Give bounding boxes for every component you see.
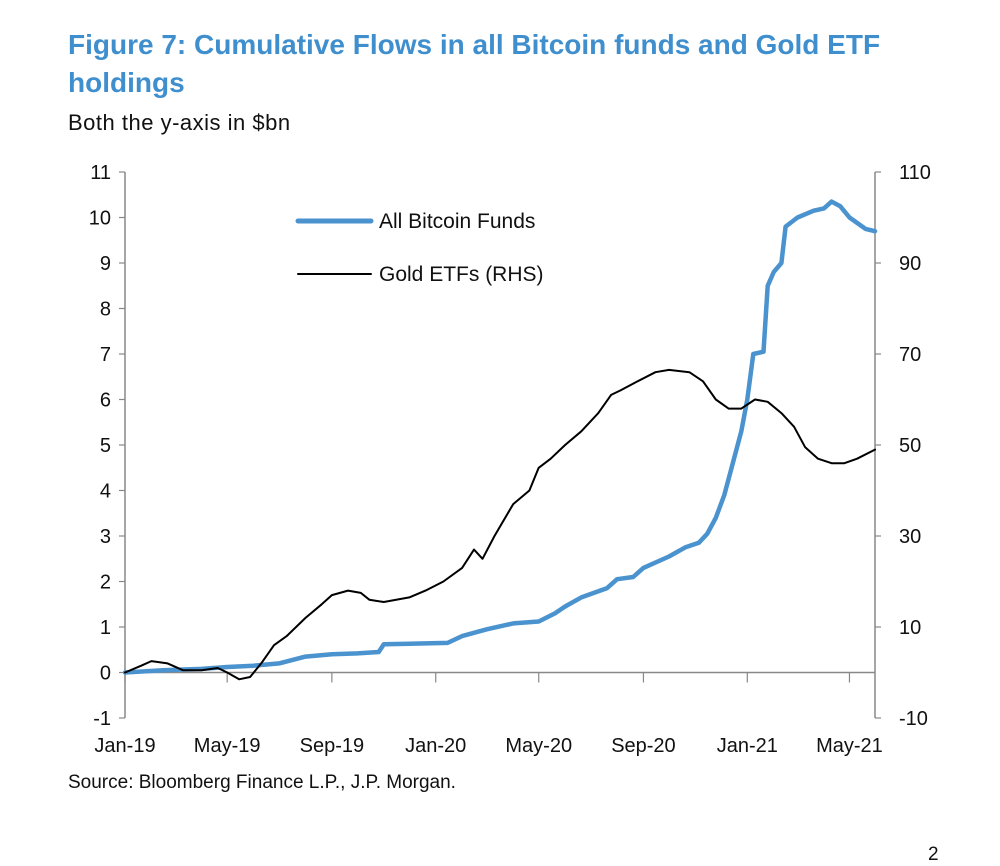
x-tick-label: Jan-20 xyxy=(405,735,466,757)
chart-title: Figure 7: Cumulative Flows in all Bitcoi… xyxy=(68,29,881,98)
x-tick-label: Sep-19 xyxy=(300,735,365,757)
y-left-tick-label: 6 xyxy=(100,390,111,412)
y-left-tick-label: 8 xyxy=(100,299,111,321)
y-left-tick-label: 7 xyxy=(100,344,111,366)
y-right-tick-label: 30 xyxy=(899,526,921,548)
legend-label-gold: Gold ETFs (RHS) xyxy=(379,263,544,286)
x-tick-label: Jan-19 xyxy=(94,735,155,757)
y-right-tick-label: 110 xyxy=(899,162,931,184)
y-left-tick-label: 1 xyxy=(100,617,111,639)
y-left-tick-label: 5 xyxy=(100,435,111,457)
y-left-tick-label: 4 xyxy=(100,481,111,503)
y-left-tick-label: 10 xyxy=(89,208,111,230)
y-right-tick-label: 10 xyxy=(899,617,921,639)
y-left-tick-label: 11 xyxy=(90,162,111,184)
y-left-tick-label: 2 xyxy=(100,572,111,594)
x-tick-label: Jan-21 xyxy=(717,735,778,757)
y-right-tick-label: 50 xyxy=(899,435,921,457)
x-tick-label: May-19 xyxy=(194,735,261,757)
source-note: Source: Bloomberg Finance L.P., J.P. Mor… xyxy=(68,772,456,793)
y-left-tick-label: 0 xyxy=(100,663,111,685)
x-tick-label: May-21 xyxy=(816,735,883,757)
series-line-bitcoin-funds xyxy=(122,199,878,675)
x-tick-label: May-20 xyxy=(505,735,572,757)
legend-label-bitcoin: All Bitcoin Funds xyxy=(379,210,535,233)
x-tick-label: Sep-20 xyxy=(611,735,676,757)
y-left-tick-label: 3 xyxy=(100,526,111,548)
chart-subtitle: Both the y-axis in $bn xyxy=(68,110,291,135)
page-number: 2 xyxy=(928,844,939,865)
y-right-tick-label: -10 xyxy=(899,708,928,730)
series-line-gold-etfs xyxy=(124,368,876,681)
y-right-tick-label: 70 xyxy=(899,344,921,366)
y-right-tick-label: 90 xyxy=(899,253,921,275)
y-left-tick-label: 9 xyxy=(100,253,111,275)
y-left-tick-label: -1 xyxy=(93,708,111,730)
